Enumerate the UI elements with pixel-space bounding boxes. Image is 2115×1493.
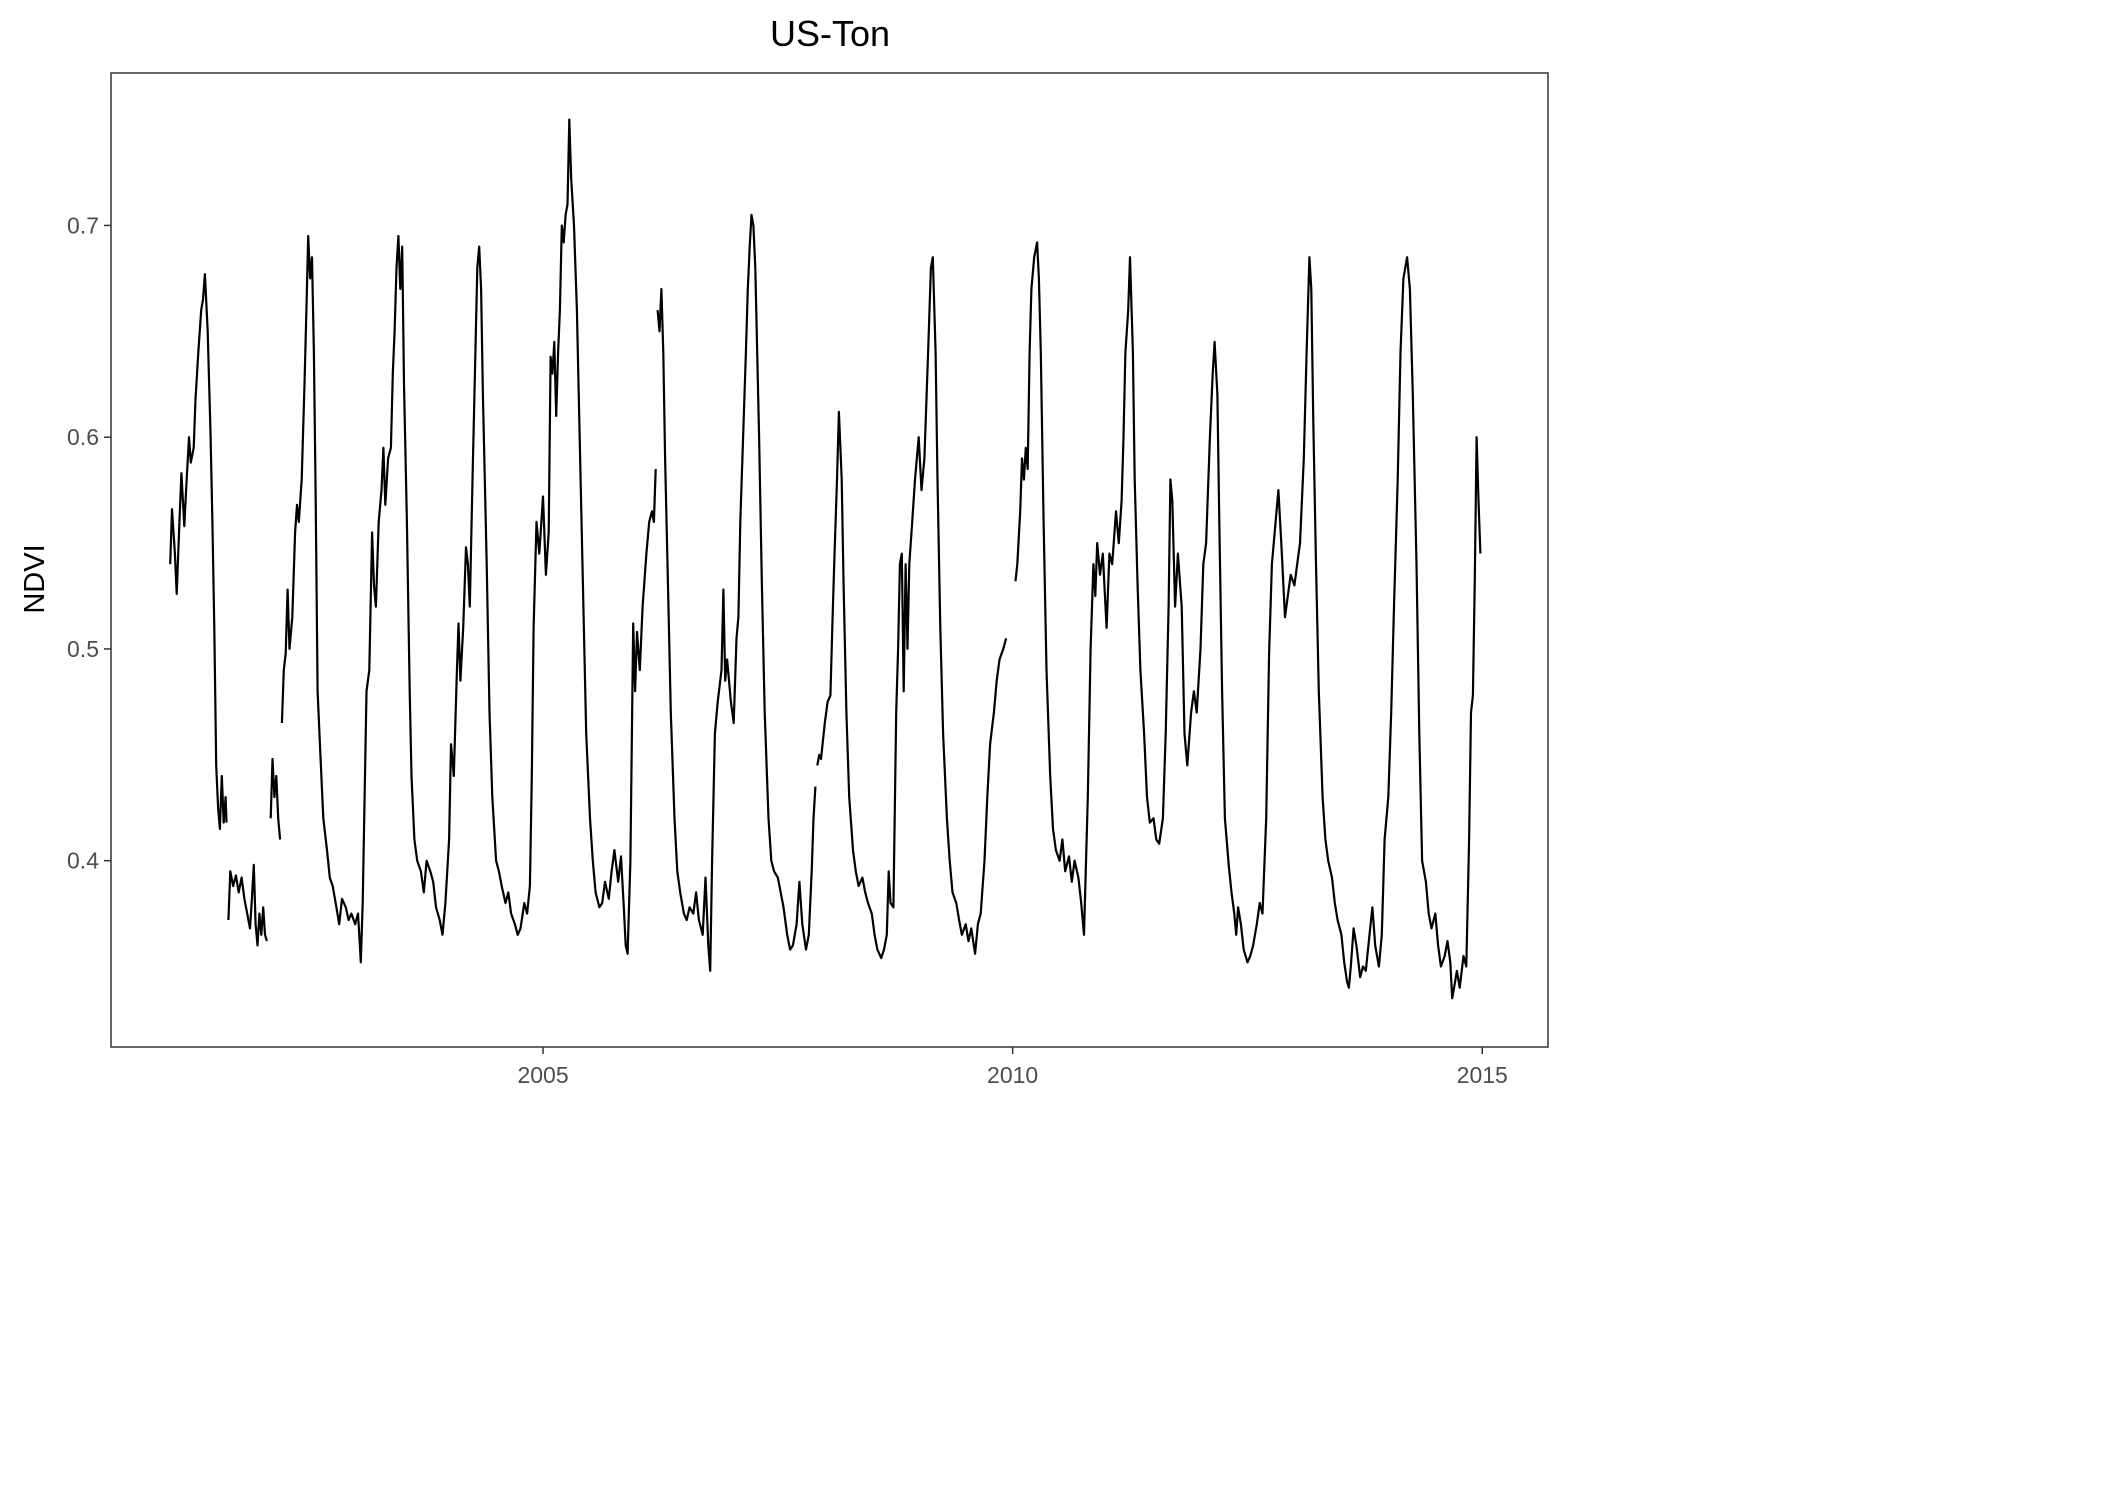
- y-tick-label: 0.5: [67, 636, 99, 662]
- series-layer: [169, 118, 1482, 1000]
- chart-title: US-Ton: [770, 13, 890, 54]
- ndvi-series-line: [227, 863, 268, 947]
- x-tick-label: 2010: [987, 1062, 1038, 1088]
- x-tick-label: 2015: [1457, 1062, 1508, 1088]
- ndvi-series-line: [169, 273, 228, 830]
- y-axis: 0.4 0.5 0.6 0.7: [67, 212, 111, 874]
- ndvi-series-line: [280, 118, 657, 964]
- ndvi-series-line: [1014, 241, 1482, 1000]
- y-tick-label: 0.6: [67, 424, 99, 450]
- plot-panel-border: [110, 72, 1549, 1048]
- ndvi-line-chart: US-Ton NDVI 0.4 0.5 0.6 0.7 2005 2010 2015: [0, 0, 1568, 1104]
- ndvi-series-line: [656, 213, 817, 972]
- y-tick-label: 0.7: [67, 212, 99, 238]
- y-axis-title: NDVI: [19, 544, 51, 613]
- ndvi-series-line: [816, 256, 1008, 960]
- chart-background: [0, 0, 1568, 1104]
- ndvi-series-line: [269, 757, 282, 840]
- x-tick-label: 2005: [517, 1062, 568, 1088]
- y-tick-label: 0.4: [67, 848, 99, 874]
- x-axis: 2005 2010 2015: [517, 1047, 1508, 1088]
